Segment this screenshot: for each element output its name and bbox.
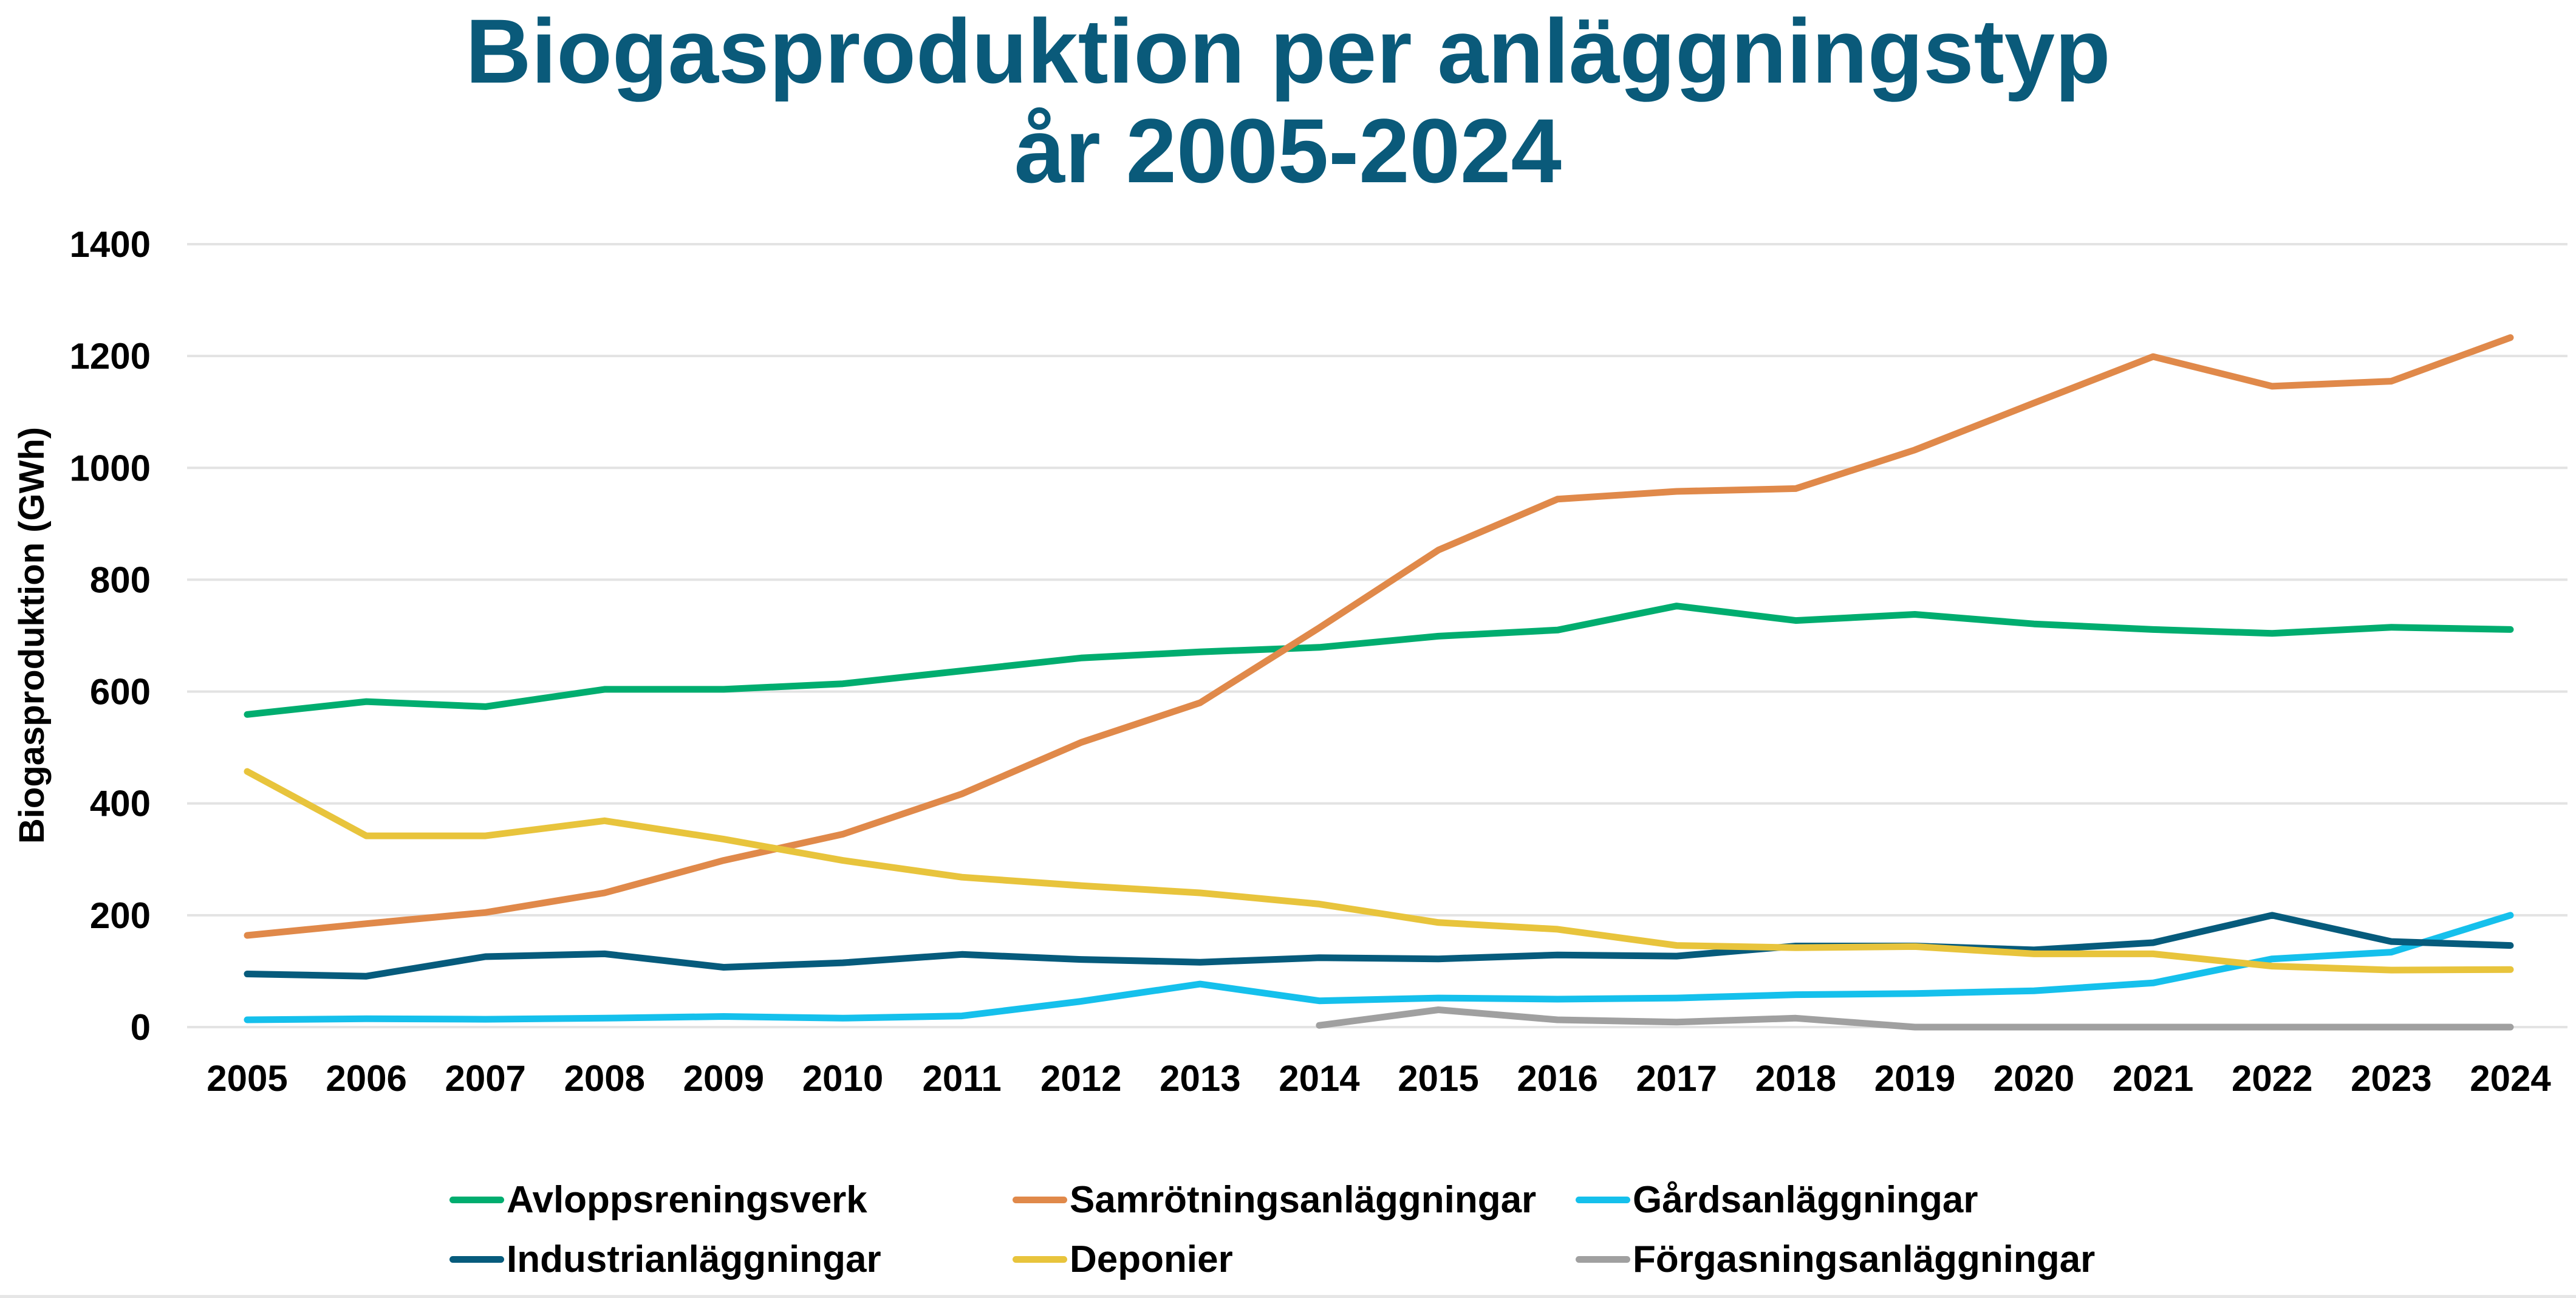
legend-swatch-icon [1013,1196,1067,1203]
legend-swatch-icon [449,1196,504,1203]
legend-label: Industrianläggningar [507,1238,881,1280]
bottom-divider [0,1295,2576,1298]
series-line-gårdsanläggningar [244,912,2514,1023]
x-tick-label: 2011 [923,1058,1002,1099]
x-tick-label: 2006 [326,1058,406,1099]
x-tick-label: 2012 [1040,1058,1121,1099]
series-line-avloppsreningsverk [244,603,2514,718]
legend-label: Förgasningsanläggningar [1633,1238,2096,1280]
legend-item[interactable]: Samrötningsanläggningar [1013,1178,1536,1221]
legend-label: Gårdsanläggningar [1633,1178,1978,1221]
x-tick-label: 2007 [445,1058,525,1099]
legend-item[interactable]: Förgasningsanläggningar [1576,1238,2095,1280]
legend-swatch-icon [1576,1196,1630,1203]
legend-swatch-icon [449,1255,504,1263]
y-tick-label: 0 [131,1007,151,1048]
legend-swatch-icon [1576,1255,1630,1263]
legend-label: Deponier [1070,1238,1233,1280]
legend-swatch-icon [1013,1255,1067,1263]
y-axis-label: Biogasproduktion (GWh) [12,427,52,844]
y-tick-label: 200 [90,895,151,936]
series-line-deponier [244,768,2514,974]
y-tick-label: 800 [90,559,151,600]
y-tick-label: 600 [90,672,151,712]
y-tick-label: 1000 [70,448,151,488]
series-line-förgasningsanläggningar [1316,1006,2514,1031]
x-tick-label: 2017 [1636,1058,1717,1099]
x-tick-label: 2024 [2470,1058,2551,1099]
x-tick-label: 2005 [207,1058,287,1099]
series-lines [244,334,2514,1031]
x-axis-ticks: 2005 2006 2007 2008 2009 2010 2011 2012 2013 2014… [207,1058,2551,1099]
x-tick-label: 2018 [1755,1058,1836,1099]
y-tick-label: 1400 [70,224,151,265]
legend-item[interactable]: Deponier [1013,1238,1233,1280]
gridlines [187,243,2567,1028]
chart-title-line-1: Biogasproduktion per anläggningstyp [465,0,2111,102]
x-tick-label: 2010 [802,1058,883,1099]
x-tick-label: 2013 [1160,1058,1240,1099]
x-tick-label: 2020 [1993,1058,2074,1099]
y-axis-ticks: 0 200 400 600 800 1000 1200 1400 [70,224,151,1048]
legend-item[interactable]: Avloppsreningsverk [449,1178,867,1221]
legend-item[interactable]: Gårdsanläggningar [1576,1178,1978,1221]
x-tick-label: 2021 [2113,1058,2193,1099]
y-tick-label: 400 [90,784,151,824]
x-tick-label: 2014 [1279,1058,1360,1099]
y-tick-label: 1200 [70,336,151,377]
legend-label: Samrötningsanläggningar [1070,1178,1537,1221]
x-tick-label: 2022 [2232,1058,2312,1099]
legend-label: Avloppsreningsverk [507,1178,867,1221]
x-tick-label: 2008 [564,1058,645,1099]
x-tick-label: 2019 [1874,1058,1955,1099]
series-line-samrötningsanläggningar [244,334,2514,939]
x-tick-label: 2016 [1517,1058,1597,1099]
chart-subtitle: år 2005-2024 [1014,100,1562,202]
x-tick-label: 2015 [1398,1058,1478,1099]
x-tick-label: 2009 [683,1058,764,1099]
series-line-industrianläggningar [244,912,2514,980]
legend-item[interactable]: Industrianläggningar [449,1238,881,1280]
x-tick-label: 2023 [2351,1058,2431,1099]
